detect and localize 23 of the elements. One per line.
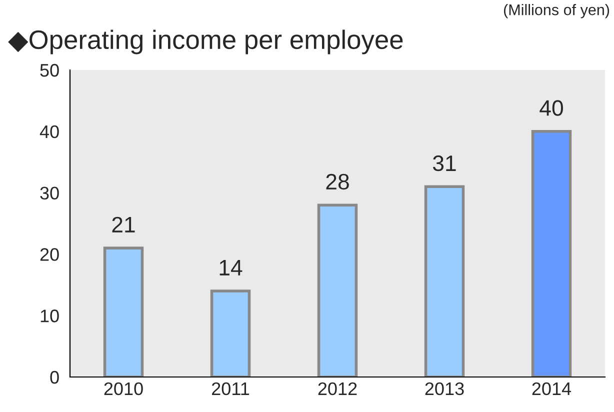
y-tick-label: 0 [50, 370, 59, 384]
text: (Millions of yen) [504, 4, 610, 18]
x-tick-label: 2013 [425, 382, 464, 396]
bar [317, 204, 358, 377]
data-label: 31 [432, 155, 456, 172]
y-tick-label: 40 [40, 125, 59, 138]
bar [531, 130, 572, 377]
x-tick-label: 2011 [212, 382, 250, 396]
data-label: 14 [220, 260, 242, 276]
bar [103, 246, 144, 377]
data-label: 40 [540, 100, 563, 116]
x-tick-label: 2010 [104, 382, 143, 396]
x-tick-label: 2014 [532, 382, 572, 396]
data-label: 21 [112, 216, 135, 232]
data-label: 28 [326, 174, 349, 190]
bar [210, 290, 251, 377]
x-tick-label: 2012 [318, 382, 357, 396]
bar [424, 185, 465, 377]
y-tick-label: 10 [40, 310, 59, 322]
y-tick-label: 50 [40, 64, 59, 77]
chart-title: ◆Operating income per employee [8, 30, 403, 54]
y-tick-label: 30 [40, 186, 59, 200]
y-tick-label: 20 [40, 248, 59, 261]
